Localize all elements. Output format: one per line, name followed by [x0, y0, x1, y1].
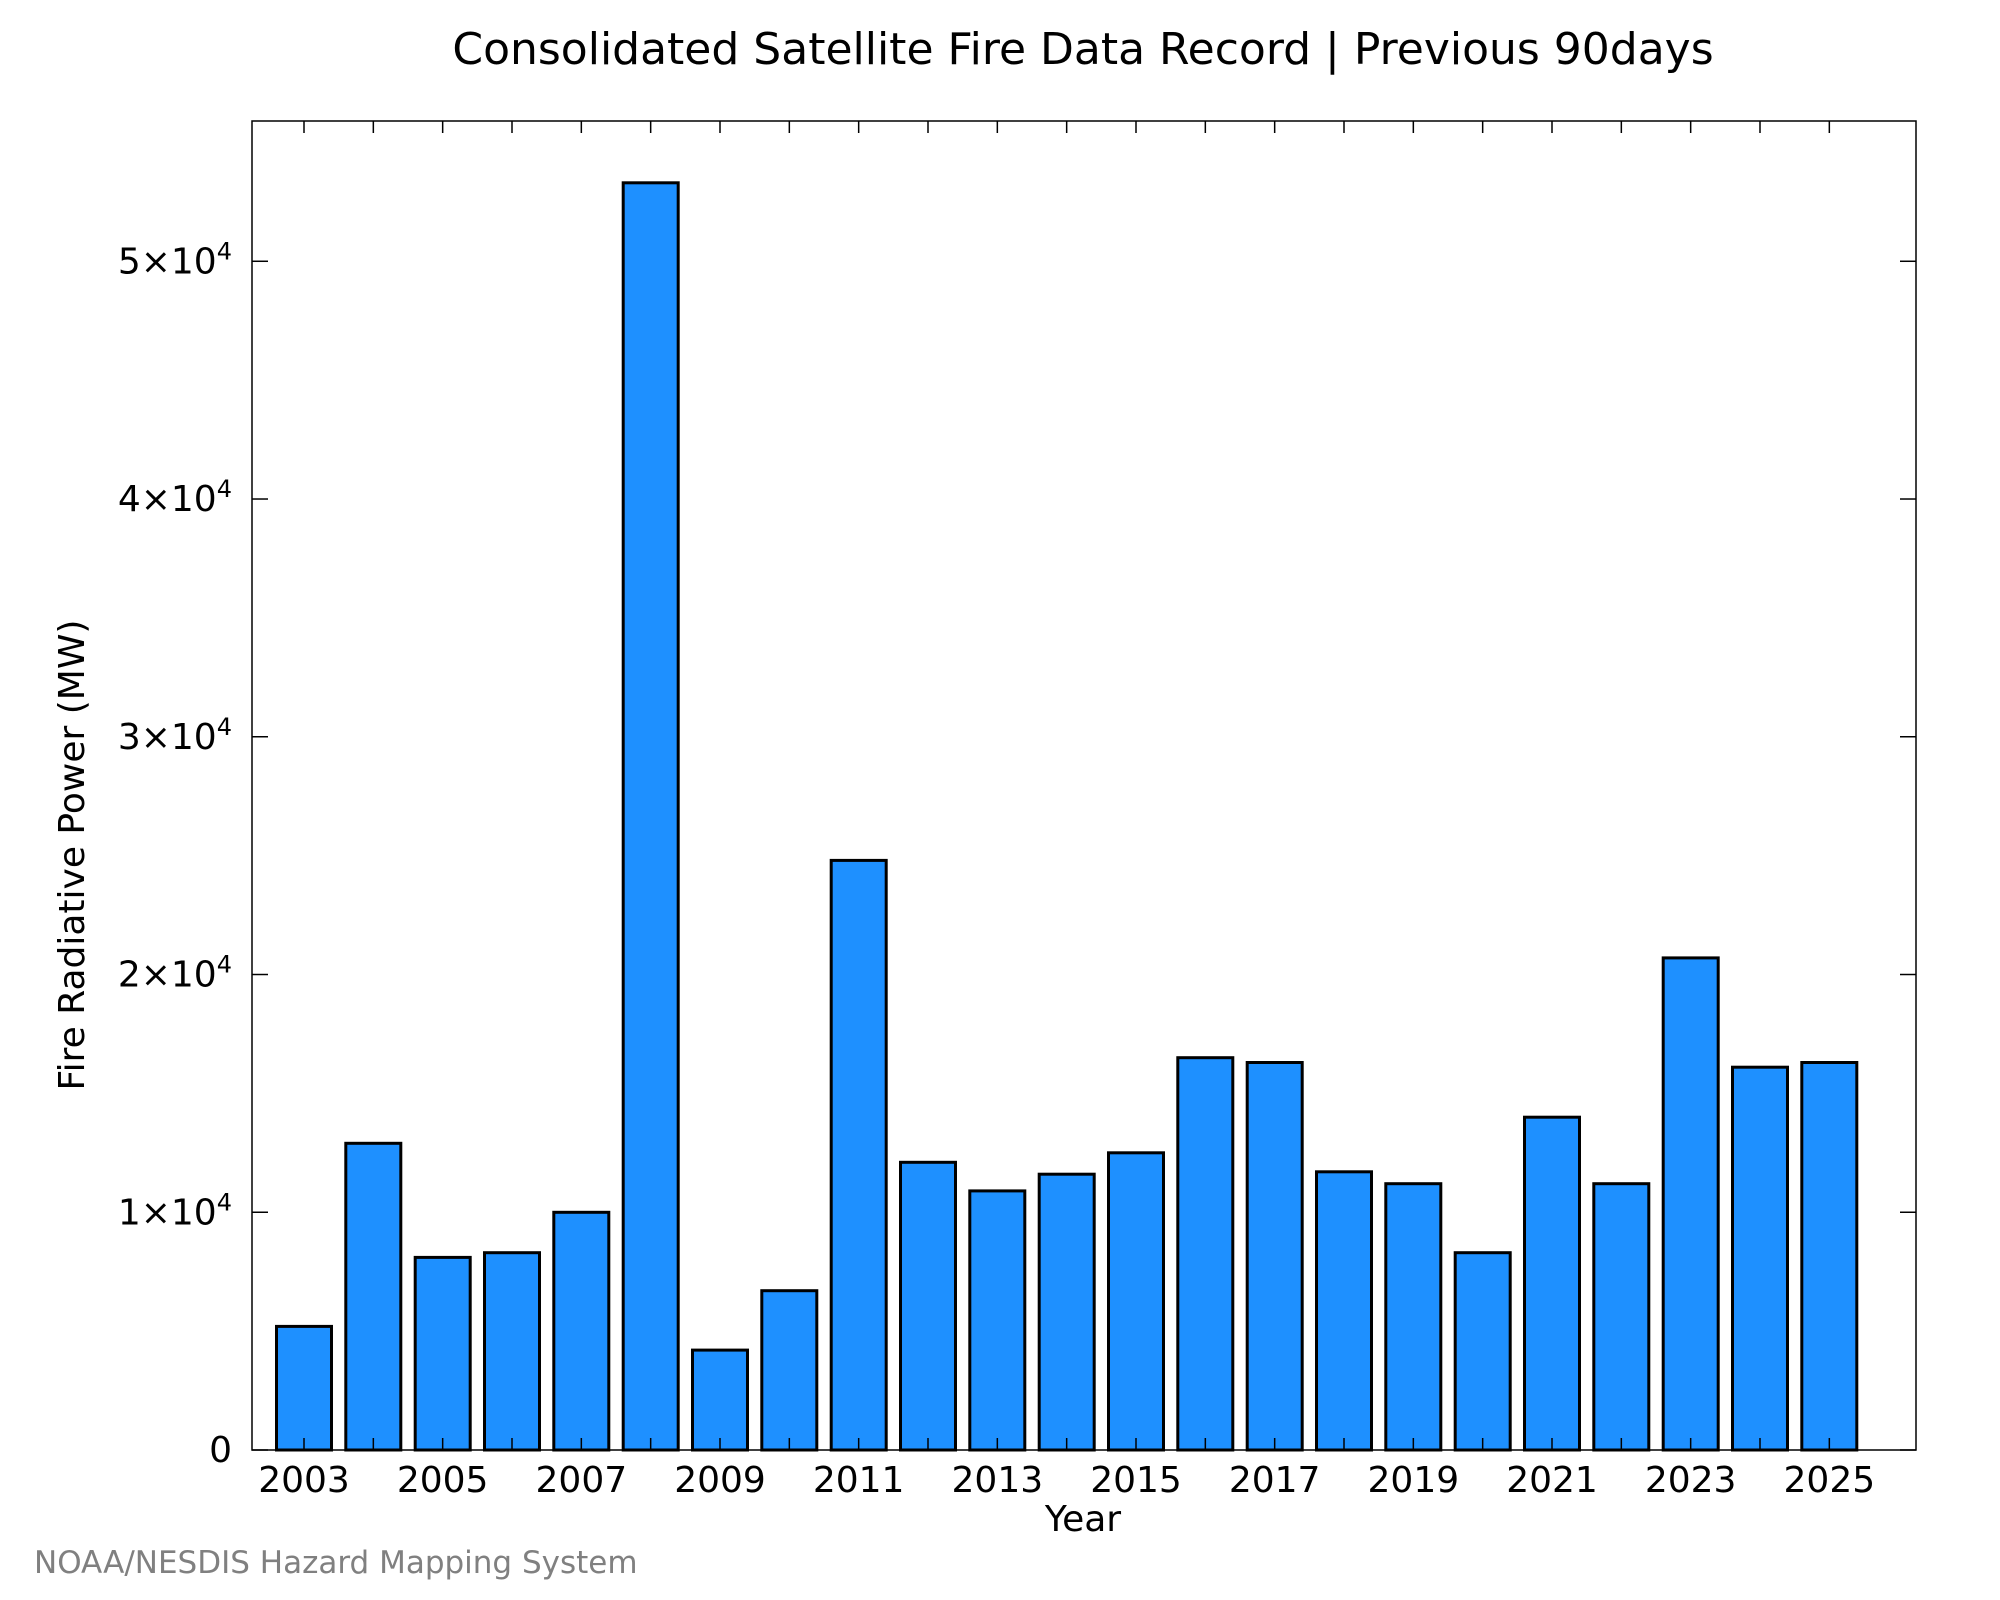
x-tick-label: 2013 [952, 1460, 1044, 1501]
bar-2006 [483, 1251, 541, 1452]
x-tick-label: 2019 [1368, 1460, 1460, 1501]
x-tick-label: 2011 [813, 1460, 905, 1501]
y-tick-label: 3×104 [118, 713, 232, 758]
y-tick-label: 0 [209, 1430, 232, 1471]
x-tick-label: 2003 [258, 1460, 350, 1501]
chart-title: Consolidated Satellite Fire Data Record … [452, 24, 1713, 75]
bar-2012 [899, 1160, 957, 1452]
x-tick-label: 2021 [1506, 1460, 1598, 1501]
bar-2025 [1800, 1061, 1859, 1452]
y-axis-title: Fire Radiative Power (MW) [52, 620, 93, 1091]
bar-2018 [1315, 1170, 1373, 1452]
bar-2003 [275, 1324, 333, 1452]
bar-2021 [1523, 1115, 1581, 1452]
y-tick-label: 2×104 [118, 951, 232, 996]
bar-2008 [621, 181, 680, 1452]
bars [275, 181, 1859, 1452]
y-tick-label: 1×104 [118, 1188, 232, 1233]
y-axis: 0 1×104 2×104 3×104 4×104 5×104 [118, 237, 1916, 1471]
bar-2016 [1176, 1056, 1235, 1452]
y-tick-label: 4×104 [118, 475, 232, 520]
bar-2015 [1107, 1151, 1165, 1452]
x-tick-label: 2005 [397, 1460, 489, 1501]
x-tick-label: 2015 [1090, 1460, 1182, 1501]
bar-2023 [1661, 956, 1720, 1452]
bar-2013 [968, 1189, 1027, 1452]
x-tick-label: 2023 [1645, 1460, 1737, 1501]
x-tick-label: 2009 [674, 1460, 766, 1501]
y-tick-label: 5×104 [118, 237, 232, 282]
bar-2014 [1037, 1172, 1096, 1452]
bar-2019 [1384, 1182, 1443, 1452]
x-tick-label: 2017 [1229, 1460, 1321, 1501]
x-axis-title: Year [1044, 1499, 1121, 1540]
bar-2007 [552, 1210, 611, 1452]
bar-2005 [413, 1255, 472, 1452]
x-axis: 2003 2005 2007 2009 2011 2013 2015 2017 2019 2021… [258, 121, 1875, 1501]
credit-text: NOAA/NESDIS Hazard Mapping System [34, 1545, 638, 1581]
bar-2022 [1592, 1182, 1651, 1452]
x-tick-label: 2007 [536, 1460, 628, 1501]
bar-2010 [760, 1289, 819, 1452]
bar-2009 [691, 1348, 749, 1452]
bar-2017 [1245, 1061, 1304, 1452]
x-tick-label: 2025 [1784, 1460, 1876, 1501]
bar-2004 [344, 1141, 403, 1452]
bar-2020 [1453, 1251, 1512, 1452]
bar-2024 [1731, 1065, 1789, 1452]
bar-2011 [829, 858, 888, 1452]
